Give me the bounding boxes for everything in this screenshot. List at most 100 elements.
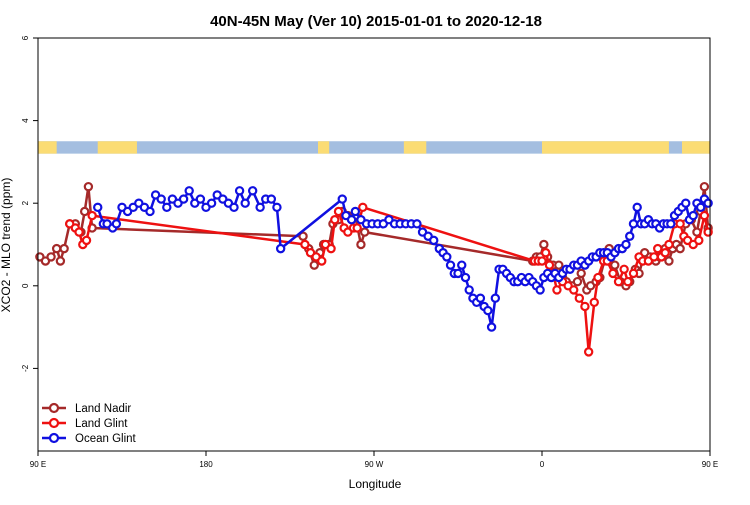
data-point <box>475 293 486 303</box>
data-point <box>453 268 463 279</box>
data-point <box>300 239 310 250</box>
data-point <box>255 202 265 213</box>
data-point <box>55 256 66 266</box>
x-tick-label: 180 <box>199 460 213 469</box>
data-point <box>576 268 586 279</box>
data-point <box>593 272 603 283</box>
data-point <box>621 239 631 250</box>
data-point <box>333 206 344 217</box>
data-point <box>619 264 629 274</box>
y-tick-label: 6 <box>21 35 30 40</box>
data-point <box>359 227 370 237</box>
data-point <box>574 293 585 303</box>
data-point <box>625 231 635 241</box>
land-segment <box>318 141 330 154</box>
data-point <box>266 194 277 204</box>
land-segment <box>97 141 137 154</box>
x-tick-label: 90 W <box>365 460 384 469</box>
y-tick-label: -2 <box>21 364 30 372</box>
data-point <box>429 235 439 246</box>
legend: Land Nadir Land Glint Ocean Glint <box>42 402 137 445</box>
data-point <box>632 202 642 213</box>
data-point <box>699 210 710 221</box>
data-point <box>358 202 368 213</box>
x-tick-label: 90 E <box>30 460 46 469</box>
data-point <box>486 322 497 332</box>
data-point <box>535 285 545 295</box>
data-point <box>206 198 217 208</box>
data-point <box>309 260 319 270</box>
land-segment <box>38 141 57 154</box>
data-point <box>572 276 583 287</box>
data-point <box>695 202 706 213</box>
data-point <box>554 260 564 270</box>
data-point <box>681 198 691 208</box>
data-point <box>464 285 474 295</box>
data-point <box>337 194 347 204</box>
data-point <box>352 223 362 233</box>
legend-swatch-marker <box>48 417 60 429</box>
data-point <box>74 227 84 237</box>
data-point <box>666 219 676 229</box>
x-tick-label: 90 E <box>702 460 718 469</box>
data-point <box>184 186 194 196</box>
data-point <box>46 252 56 262</box>
data-point <box>51 243 62 254</box>
data-point <box>675 219 685 229</box>
data-point <box>178 194 189 204</box>
data-point <box>703 198 713 208</box>
land-ocean-band <box>38 141 710 154</box>
data-point <box>272 202 282 213</box>
data-point <box>442 252 452 262</box>
data-point <box>156 194 166 204</box>
data-point <box>541 248 551 258</box>
data-point <box>483 305 493 316</box>
y-axis-label: XCO2 - MLO trend (ppm) <box>0 178 13 313</box>
legend-label: Land Glint <box>75 418 128 430</box>
chart-title: 40N-45N May (Ver 10) 2015-01-01 to 2020-… <box>210 13 542 30</box>
data-point <box>623 276 633 287</box>
legend-item-land-nadir: Land Nadir <box>42 402 131 415</box>
data-point <box>79 206 90 217</box>
data-point <box>703 227 713 237</box>
y-tick-label: 0 <box>21 283 30 288</box>
data-point <box>628 268 639 279</box>
data-point <box>330 215 340 225</box>
data-point <box>460 272 471 283</box>
data-point <box>699 181 710 192</box>
legend-swatch-marker <box>48 432 60 444</box>
data-point <box>59 243 69 254</box>
data-point <box>539 239 549 250</box>
data-point <box>552 285 562 295</box>
legend-label: Ocean Glint <box>75 433 137 445</box>
legend-label: Land Nadir <box>75 403 131 415</box>
data-point <box>544 260 555 270</box>
data-point <box>83 181 94 192</box>
data-point <box>234 186 245 196</box>
data-point <box>350 206 361 217</box>
data-point <box>229 202 239 213</box>
data-point <box>608 268 618 279</box>
data-point <box>649 252 659 262</box>
data-point <box>326 243 336 254</box>
land-segment <box>542 141 598 154</box>
data-point <box>569 285 579 295</box>
data-point <box>195 194 206 204</box>
y-tick-label: 4 <box>21 118 30 123</box>
series-line-land-glint <box>68 206 710 354</box>
data-point <box>610 260 620 270</box>
data-point <box>412 219 422 229</box>
data-point <box>298 231 308 241</box>
legend-swatch-marker <box>48 402 60 414</box>
y-tick-label: 2 <box>21 200 30 205</box>
series-land-glint <box>65 202 713 357</box>
data-point <box>490 293 501 303</box>
series-layer <box>35 181 713 357</box>
x-axis-label: Longitude <box>349 477 402 491</box>
data-point <box>247 186 258 196</box>
data-point <box>583 347 594 357</box>
data-point <box>664 256 674 266</box>
data-point <box>81 235 92 246</box>
data-point <box>675 243 685 254</box>
